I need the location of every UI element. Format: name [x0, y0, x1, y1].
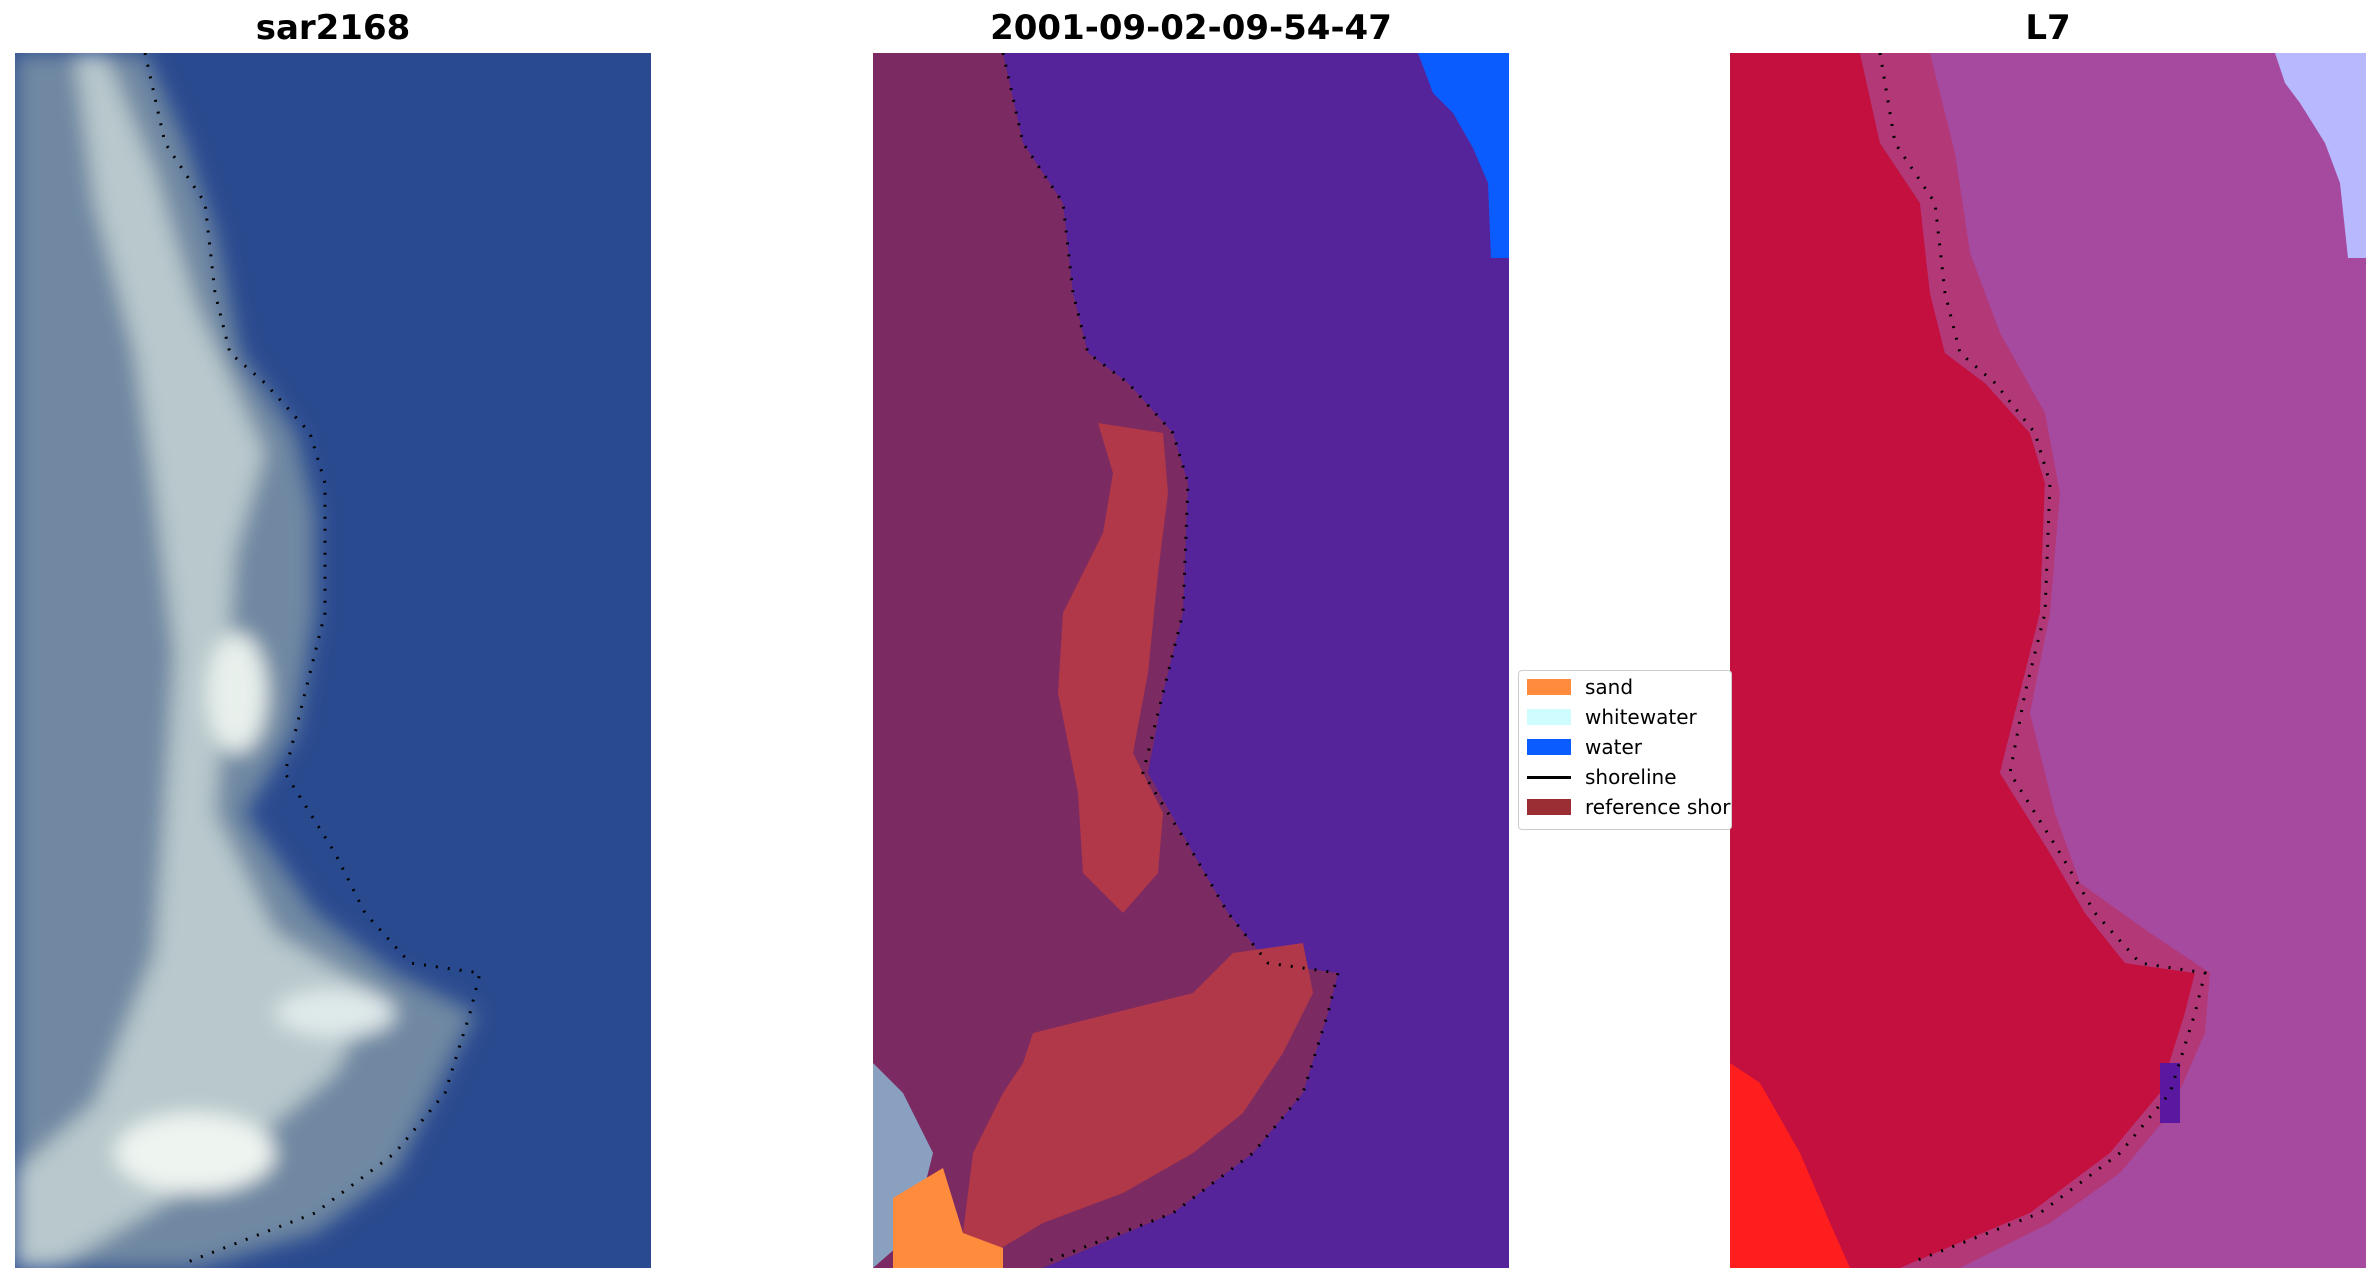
reference-shoreline-strip: [1058, 423, 1168, 913]
l7-lavender-patch: [2275, 53, 2366, 258]
gray-patch: [873, 1063, 933, 1268]
legend-label-reference-shoreline: reference shoreline: [1585, 795, 1731, 819]
panel-1-image: [15, 53, 651, 1268]
l7-transition: [1860, 53, 2210, 1268]
l7-dark-purple-spot: [2160, 1063, 2180, 1123]
legend-label-whitewater: whitewater: [1585, 705, 1697, 729]
sar-bright-patch-1: [207, 633, 267, 753]
legend-label-sand: sand: [1585, 675, 1634, 699]
legend-item-water: water: [1527, 735, 1642, 759]
reference-shoreline-south: [963, 943, 1313, 1253]
legend-label-shoreline: shoreline: [1585, 765, 1677, 789]
legend-swatch-sand: [1527, 679, 1571, 695]
water-class-patch: [1418, 53, 1509, 258]
panel-1-shoreline: [143, 53, 482, 1265]
panel-2-shoreline: [1001, 53, 1340, 1265]
l7-bright-red-patch: [1730, 1063, 1850, 1268]
sar-bright-patch-3: [275, 989, 395, 1037]
sar-bright-strip: [15, 53, 375, 1268]
sar-bright-patch-2: [115, 1113, 275, 1193]
panel-3-image: [1730, 53, 2366, 1268]
legend-item-reference-shoreline: reference shoreline: [1527, 795, 1731, 819]
legend: sand whitewater water shoreline referenc…: [1518, 670, 1732, 830]
legend-swatch-reference-shoreline: [1527, 799, 1571, 815]
sand-patch: [893, 1168, 1003, 1268]
legend-swatch-whitewater: [1527, 709, 1571, 725]
panel-3-shoreline: [1878, 53, 2207, 1265]
legend-swatch-shoreline: [1527, 775, 1571, 779]
panel-2-image: [873, 53, 1509, 1268]
legend-swatch-water: [1527, 739, 1571, 755]
panel-2-title: 2001-09-02-09-54-47: [990, 8, 1392, 48]
panel-3-title: L7: [2025, 8, 2071, 48]
legend-item-sand: sand: [1527, 675, 1633, 699]
panel-1-title: sar2168: [255, 8, 411, 48]
legend-item-whitewater: whitewater: [1527, 705, 1697, 729]
legend-item-shoreline: shoreline: [1527, 765, 1677, 789]
l7-land: [1730, 53, 2195, 1268]
legend-label-water: water: [1585, 735, 1642, 759]
